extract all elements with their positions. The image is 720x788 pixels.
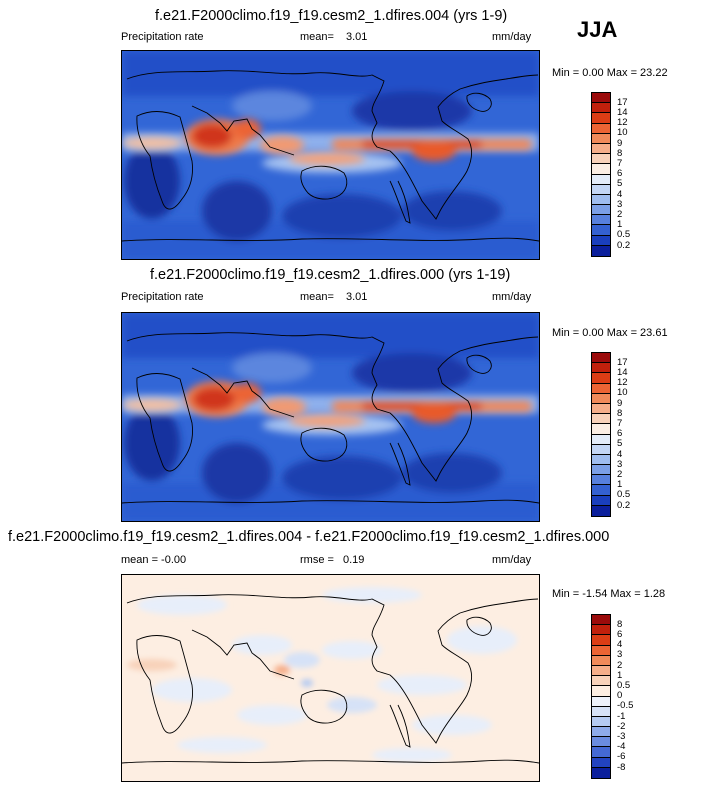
colorbar-swatch	[592, 717, 610, 727]
colorbar-tick-label: 3	[617, 650, 622, 660]
colorbar-swatch	[592, 676, 610, 686]
colorbar-tick-label: 0.5	[617, 230, 630, 240]
colorbar-swatch	[592, 506, 610, 516]
colorbar-swatch	[592, 373, 610, 383]
colorbar-swatch	[592, 93, 610, 103]
panel-2-variable-label: Precipitation rate	[121, 291, 204, 303]
panel-2-title: f.e21.F2000climo.f19_f19.cesm2_1.dfires.…	[150, 267, 510, 283]
panel-1-units: mm/day	[492, 31, 531, 43]
panel-3-minmax: Min = -1.54 Max = 1.28	[552, 588, 665, 600]
colorbar-swatch	[592, 635, 610, 645]
panel-2-map	[121, 312, 540, 522]
colorbar-swatch	[592, 205, 610, 215]
colorbar-tick-label: 5	[617, 179, 622, 189]
colorbar-tick-label: 0.5	[617, 490, 630, 500]
colorbar-swatch	[592, 225, 610, 235]
colorbar-swatch	[592, 656, 610, 666]
panel-2-units: mm/day	[492, 291, 531, 303]
colorbar-swatch	[592, 475, 610, 485]
panel-1-minmax: Min = 0.00 Max = 23.22	[552, 67, 668, 79]
colorbar-swatch	[592, 485, 610, 495]
colorbar-tick-label: 5	[617, 439, 622, 449]
colorbar-swatch	[592, 175, 610, 185]
colorbar-tick-label: -8	[617, 763, 625, 773]
colorbar-swatch	[592, 404, 610, 414]
colorbar-swatch	[592, 185, 610, 195]
panel-2-colorbar	[591, 352, 611, 517]
panel-3-rmse-label: rmse =	[300, 554, 334, 566]
colorbar-swatch	[592, 625, 610, 635]
panel-3-difference-field	[122, 575, 539, 781]
panel-1-colorbar	[591, 92, 611, 257]
colorbar-tick-label: 0.2	[617, 241, 630, 251]
colorbar-swatch	[592, 164, 610, 174]
panel-2-minmax: Min = 0.00 Max = 23.61	[552, 327, 668, 339]
colorbar-tick-label: 10	[617, 388, 628, 398]
colorbar-swatch	[592, 727, 610, 737]
season-label: JJA	[577, 17, 617, 43]
panel-1-mean-value: 3.01	[346, 31, 367, 43]
colorbar-swatch	[592, 758, 610, 768]
colorbar-swatch	[592, 246, 610, 256]
colorbar-swatch	[592, 424, 610, 434]
colorbar-swatch	[592, 697, 610, 707]
panel-1-precip-field	[122, 51, 539, 259]
colorbar-swatch	[592, 363, 610, 373]
colorbar-swatch	[592, 103, 610, 113]
colorbar-swatch	[592, 747, 610, 757]
colorbar-tick-label: -0.5	[617, 701, 633, 711]
panel-3-title: f.e21.F2000climo.f19_f19.cesm2_1.dfires.…	[8, 529, 609, 545]
colorbar-swatch	[592, 768, 610, 778]
colorbar-swatch	[592, 686, 610, 696]
colorbar-swatch	[592, 353, 610, 363]
colorbar-swatch	[592, 414, 610, 424]
colorbar-swatch	[592, 496, 610, 506]
panel-1-map	[121, 50, 540, 260]
colorbar-swatch	[592, 144, 610, 154]
colorbar-swatch	[592, 154, 610, 164]
colorbar-swatch	[592, 737, 610, 747]
colorbar-swatch	[592, 195, 610, 205]
colorbar-swatch	[592, 455, 610, 465]
panel-3-colorbar	[591, 614, 611, 779]
panel-2-precip-field	[122, 313, 539, 521]
colorbar-swatch	[592, 124, 610, 134]
colorbar-swatch	[592, 707, 610, 717]
colorbar-swatch	[592, 236, 610, 246]
colorbar-swatch	[592, 465, 610, 475]
colorbar-swatch	[592, 215, 610, 225]
panel-2-mean-value: 3.01	[346, 291, 367, 303]
panel-2-mean-label: mean=	[300, 291, 334, 303]
panel-3-rmse-value: 0.19	[343, 554, 364, 566]
colorbar-swatch	[592, 646, 610, 656]
colorbar-swatch	[592, 666, 610, 676]
colorbar-swatch	[592, 113, 610, 123]
colorbar-swatch	[592, 384, 610, 394]
colorbar-tick-label: -6	[617, 752, 625, 762]
panel-3-units: mm/day	[492, 554, 531, 566]
panel-3-map	[121, 574, 540, 782]
colorbar-tick-label: 0.2	[617, 501, 630, 511]
colorbar-swatch	[592, 134, 610, 144]
panel-3-mean-label: mean = -0.00	[121, 554, 186, 566]
colorbar-swatch	[592, 394, 610, 404]
colorbar-swatch	[592, 435, 610, 445]
panel-1-title: f.e21.F2000climo.f19_f19.cesm2_1.dfires.…	[155, 8, 507, 24]
colorbar-swatch	[592, 445, 610, 455]
colorbar-swatch	[592, 615, 610, 625]
panel-1-variable-label: Precipitation rate	[121, 31, 204, 43]
colorbar-tick-label: 10	[617, 128, 628, 138]
panel-1-mean-label: mean=	[300, 31, 334, 43]
